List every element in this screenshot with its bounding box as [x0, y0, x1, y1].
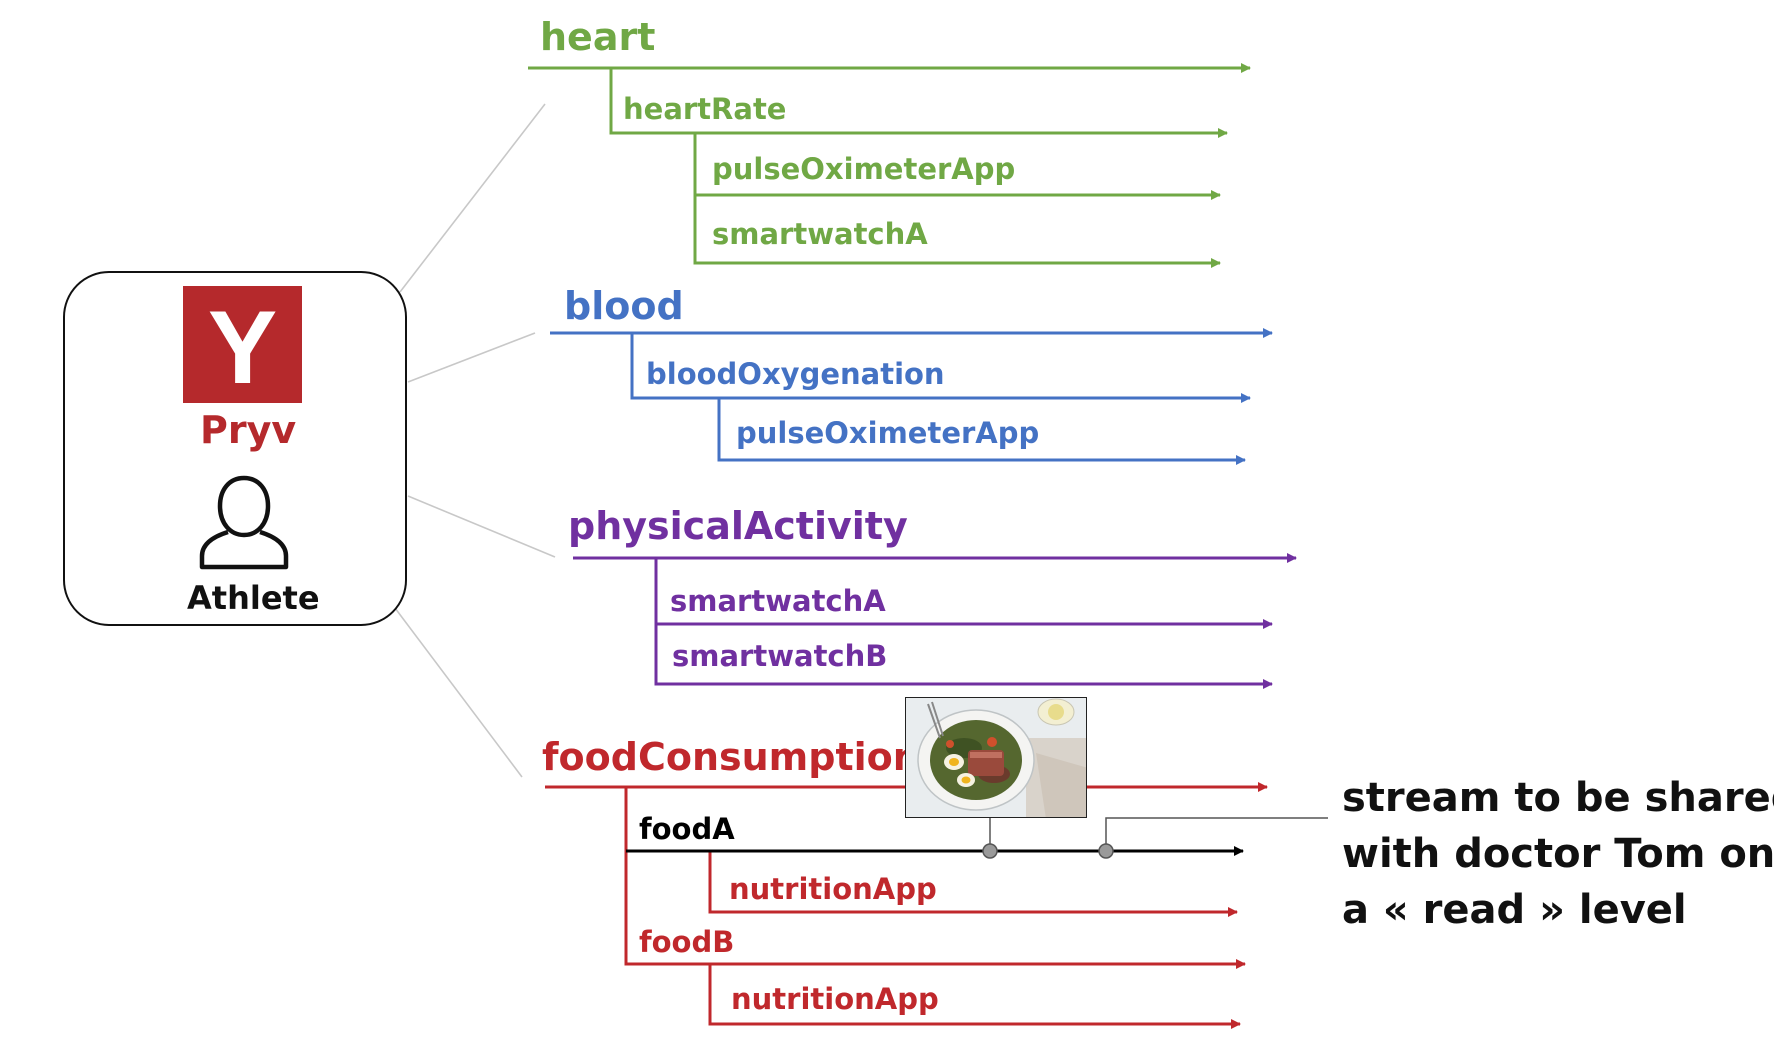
- logo-glyph: Y: [208, 290, 277, 403]
- connector-physical-activity: [407, 495, 556, 558]
- blood-pulse-oximeter-arrow: [717, 398, 1246, 465]
- food-a-nutrition-arrow: [708, 851, 1238, 917]
- food-salad-photo: [905, 697, 1087, 818]
- stream-heart: heart: [540, 15, 656, 59]
- annotation-pointer: [1105, 817, 1328, 851]
- pryv-logo-icon: Y: [183, 286, 302, 403]
- brand-name: Pryv: [200, 408, 297, 452]
- stream-food-a-nutrition-app: nutritionApp: [729, 872, 937, 906]
- food-b-nutrition-arrow: [708, 964, 1241, 1029]
- stream-food-b: foodB: [639, 925, 735, 959]
- blood-tree: [550, 328, 1273, 465]
- physical-smartwatch-b-arrow: [654, 624, 1273, 689]
- share-annotation: stream to be shared with doctor Tom on a…: [1342, 770, 1774, 938]
- user-label: Athlete: [187, 579, 320, 617]
- connector-blood: [407, 332, 536, 383]
- heart-rate-arrow: [609, 68, 1228, 138]
- stream-physical-activity: physicalActivity: [568, 504, 908, 548]
- annotation-line-2: with doctor Tom on: [1342, 831, 1774, 877]
- stream-heart-smartwatch-a: smartwatchA: [712, 217, 928, 251]
- stream-heart-rate: heartRate: [623, 92, 787, 126]
- stream-food-consumption: foodConsumption: [542, 735, 920, 779]
- annotation-line-3: a « read » level: [1342, 887, 1687, 933]
- connector-heart: [399, 103, 546, 293]
- person-outline-icon: [198, 474, 290, 572]
- stream-physical-smartwatch-b: smartwatchB: [672, 639, 888, 673]
- food-image-markers: [982, 817, 1328, 859]
- card-connectors: [394, 103, 556, 778]
- stream-blood-pulse-oximeter-app: pulseOximeterApp: [736, 416, 1040, 450]
- stream-food-b-nutrition-app: nutritionApp: [731, 982, 939, 1016]
- heart-smartwatch-a-arrow: [693, 195, 1221, 268]
- blood-oxygenation-arrow: [630, 333, 1251, 403]
- stream-food-a: foodA: [639, 812, 735, 846]
- svg-text:Y: Y: [208, 290, 277, 403]
- physical-activity-tree: [573, 553, 1297, 689]
- heart-tree: [528, 63, 1251, 268]
- marker-dot-2: [1098, 843, 1114, 859]
- food-b-arrow: [624, 851, 1246, 969]
- stream-blood: blood: [564, 284, 684, 328]
- stream-blood-oxygenation: bloodOxygenation: [646, 357, 945, 391]
- connector-food-consumption: [394, 607, 523, 778]
- stream-heart-pulse-oximeter-app: pulseOximeterApp: [712, 152, 1016, 186]
- stream-physical-smartwatch-a: smartwatchA: [670, 584, 886, 618]
- annotation-line-1: stream to be shared: [1342, 775, 1774, 821]
- marker-dot-1: [982, 843, 998, 859]
